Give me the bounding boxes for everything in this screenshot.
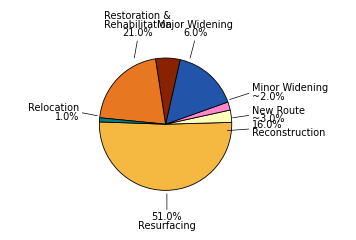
Wedge shape <box>99 122 232 190</box>
Text: New Route: New Route <box>252 106 305 116</box>
Text: ~3.0%: ~3.0% <box>252 114 284 124</box>
Text: Resurfacing: Resurfacing <box>138 221 196 231</box>
Wedge shape <box>166 102 230 124</box>
Text: 16.0%: 16.0% <box>252 120 282 130</box>
Text: Major Widening: Major Widening <box>157 20 233 30</box>
Wedge shape <box>156 58 180 124</box>
Text: 21.0%: 21.0% <box>122 28 153 38</box>
Text: Restoration &: Restoration & <box>104 11 171 21</box>
Wedge shape <box>166 60 228 124</box>
Wedge shape <box>99 118 166 124</box>
Text: 6.0%: 6.0% <box>183 28 208 38</box>
Text: Relocation: Relocation <box>28 103 79 113</box>
Text: ~2.0%: ~2.0% <box>252 92 284 102</box>
Text: 1.0%: 1.0% <box>55 112 79 122</box>
Text: Minor Widening: Minor Widening <box>252 83 328 93</box>
Text: Rehabilitation: Rehabilitation <box>104 20 172 30</box>
Text: Reconstruction: Reconstruction <box>252 128 325 138</box>
Wedge shape <box>166 110 232 124</box>
Wedge shape <box>100 59 166 124</box>
Text: 51.0%: 51.0% <box>152 212 182 222</box>
